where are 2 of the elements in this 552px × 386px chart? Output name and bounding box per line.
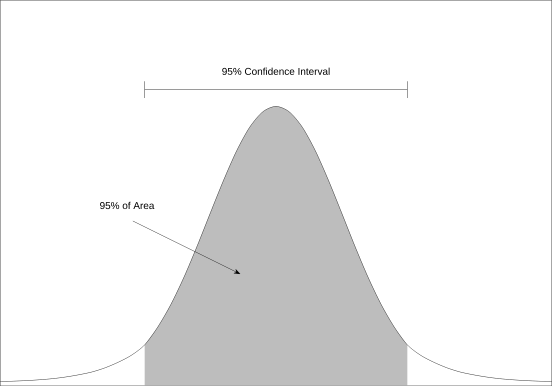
annotation: 95% of Area xyxy=(100,202,154,210)
text: 95% Confidence Interval xyxy=(222,68,330,75)
